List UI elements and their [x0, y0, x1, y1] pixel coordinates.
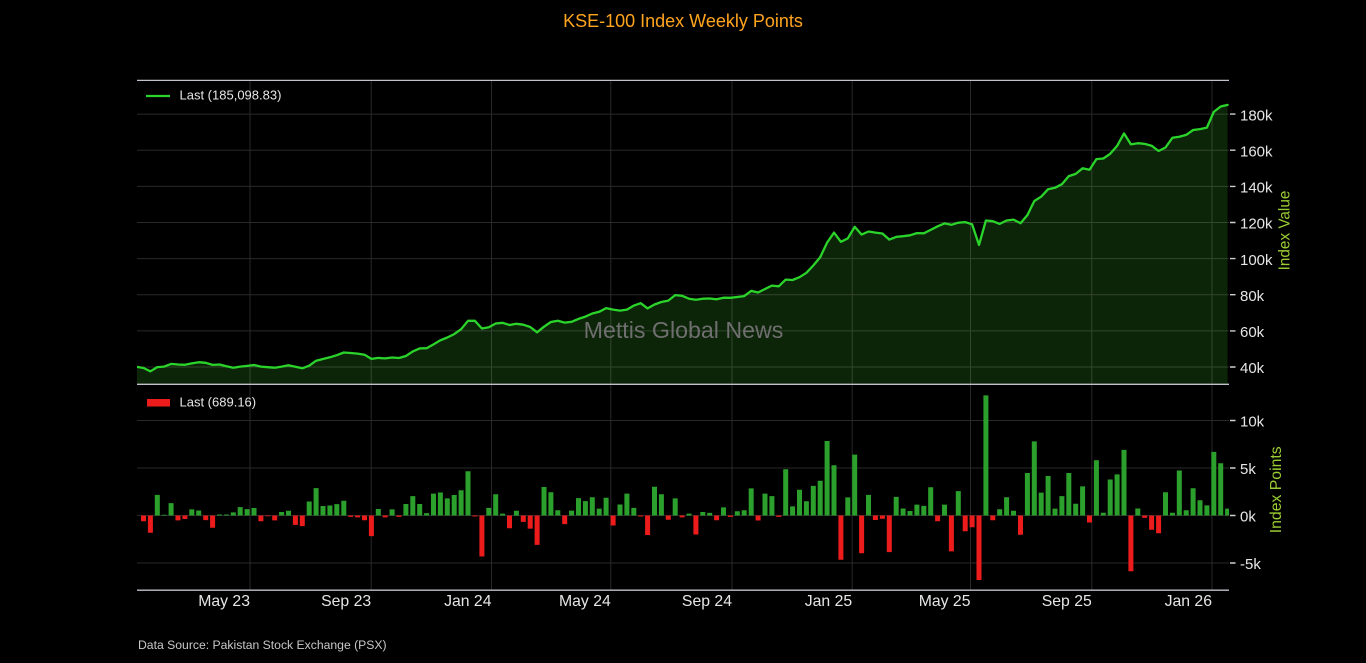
svg-text:Index Value: Index Value — [1276, 191, 1293, 271]
svg-text:Index Points: Index Points — [1268, 446, 1285, 533]
svg-text:5k: 5k — [1240, 461, 1256, 478]
svg-text:Last (689.16): Last (689.16) — [180, 395, 257, 410]
svg-text:80k: 80k — [1240, 288, 1265, 305]
svg-text:180k: 180k — [1240, 107, 1273, 124]
svg-text:Mettis Global News: Mettis Global News — [584, 317, 784, 343]
svg-text:May 23: May 23 — [198, 593, 250, 610]
svg-text:60k: 60k — [1240, 324, 1265, 341]
svg-text:0k: 0k — [1240, 509, 1256, 526]
svg-text:Sep 25: Sep 25 — [1042, 593, 1092, 610]
svg-text:-5k: -5k — [1240, 556, 1261, 573]
svg-text:Jan 26: Jan 26 — [1165, 593, 1213, 610]
svg-text:120k: 120k — [1240, 216, 1273, 233]
svg-text:KSE-100 Index Weekly Points: KSE-100 Index Weekly Points — [563, 11, 803, 31]
svg-text:100k: 100k — [1240, 252, 1273, 269]
svg-text:Jan 25: Jan 25 — [805, 593, 853, 610]
svg-text:160k: 160k — [1240, 143, 1273, 160]
svg-text:Sep 23: Sep 23 — [321, 593, 371, 610]
svg-text:Jan 24: Jan 24 — [444, 593, 492, 610]
svg-text:140k: 140k — [1240, 180, 1273, 197]
svg-text:May 25: May 25 — [919, 593, 971, 610]
svg-text:Data Source: Pakistan Stock Ex: Data Source: Pakistan Stock Exchange (PS… — [138, 638, 387, 652]
svg-text:Last (185,098.83): Last (185,098.83) — [180, 87, 282, 102]
svg-text:40k: 40k — [1240, 360, 1265, 377]
svg-text:Sep 24: Sep 24 — [682, 593, 732, 610]
svg-text:May 24: May 24 — [559, 593, 611, 610]
svg-text:10k: 10k — [1240, 414, 1265, 431]
